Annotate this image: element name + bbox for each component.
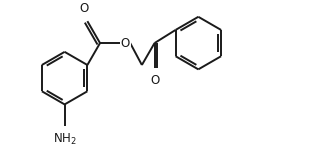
Text: O: O (80, 2, 89, 15)
Text: NH$_2$: NH$_2$ (53, 132, 76, 147)
Text: O: O (150, 74, 159, 87)
Text: O: O (121, 37, 130, 50)
